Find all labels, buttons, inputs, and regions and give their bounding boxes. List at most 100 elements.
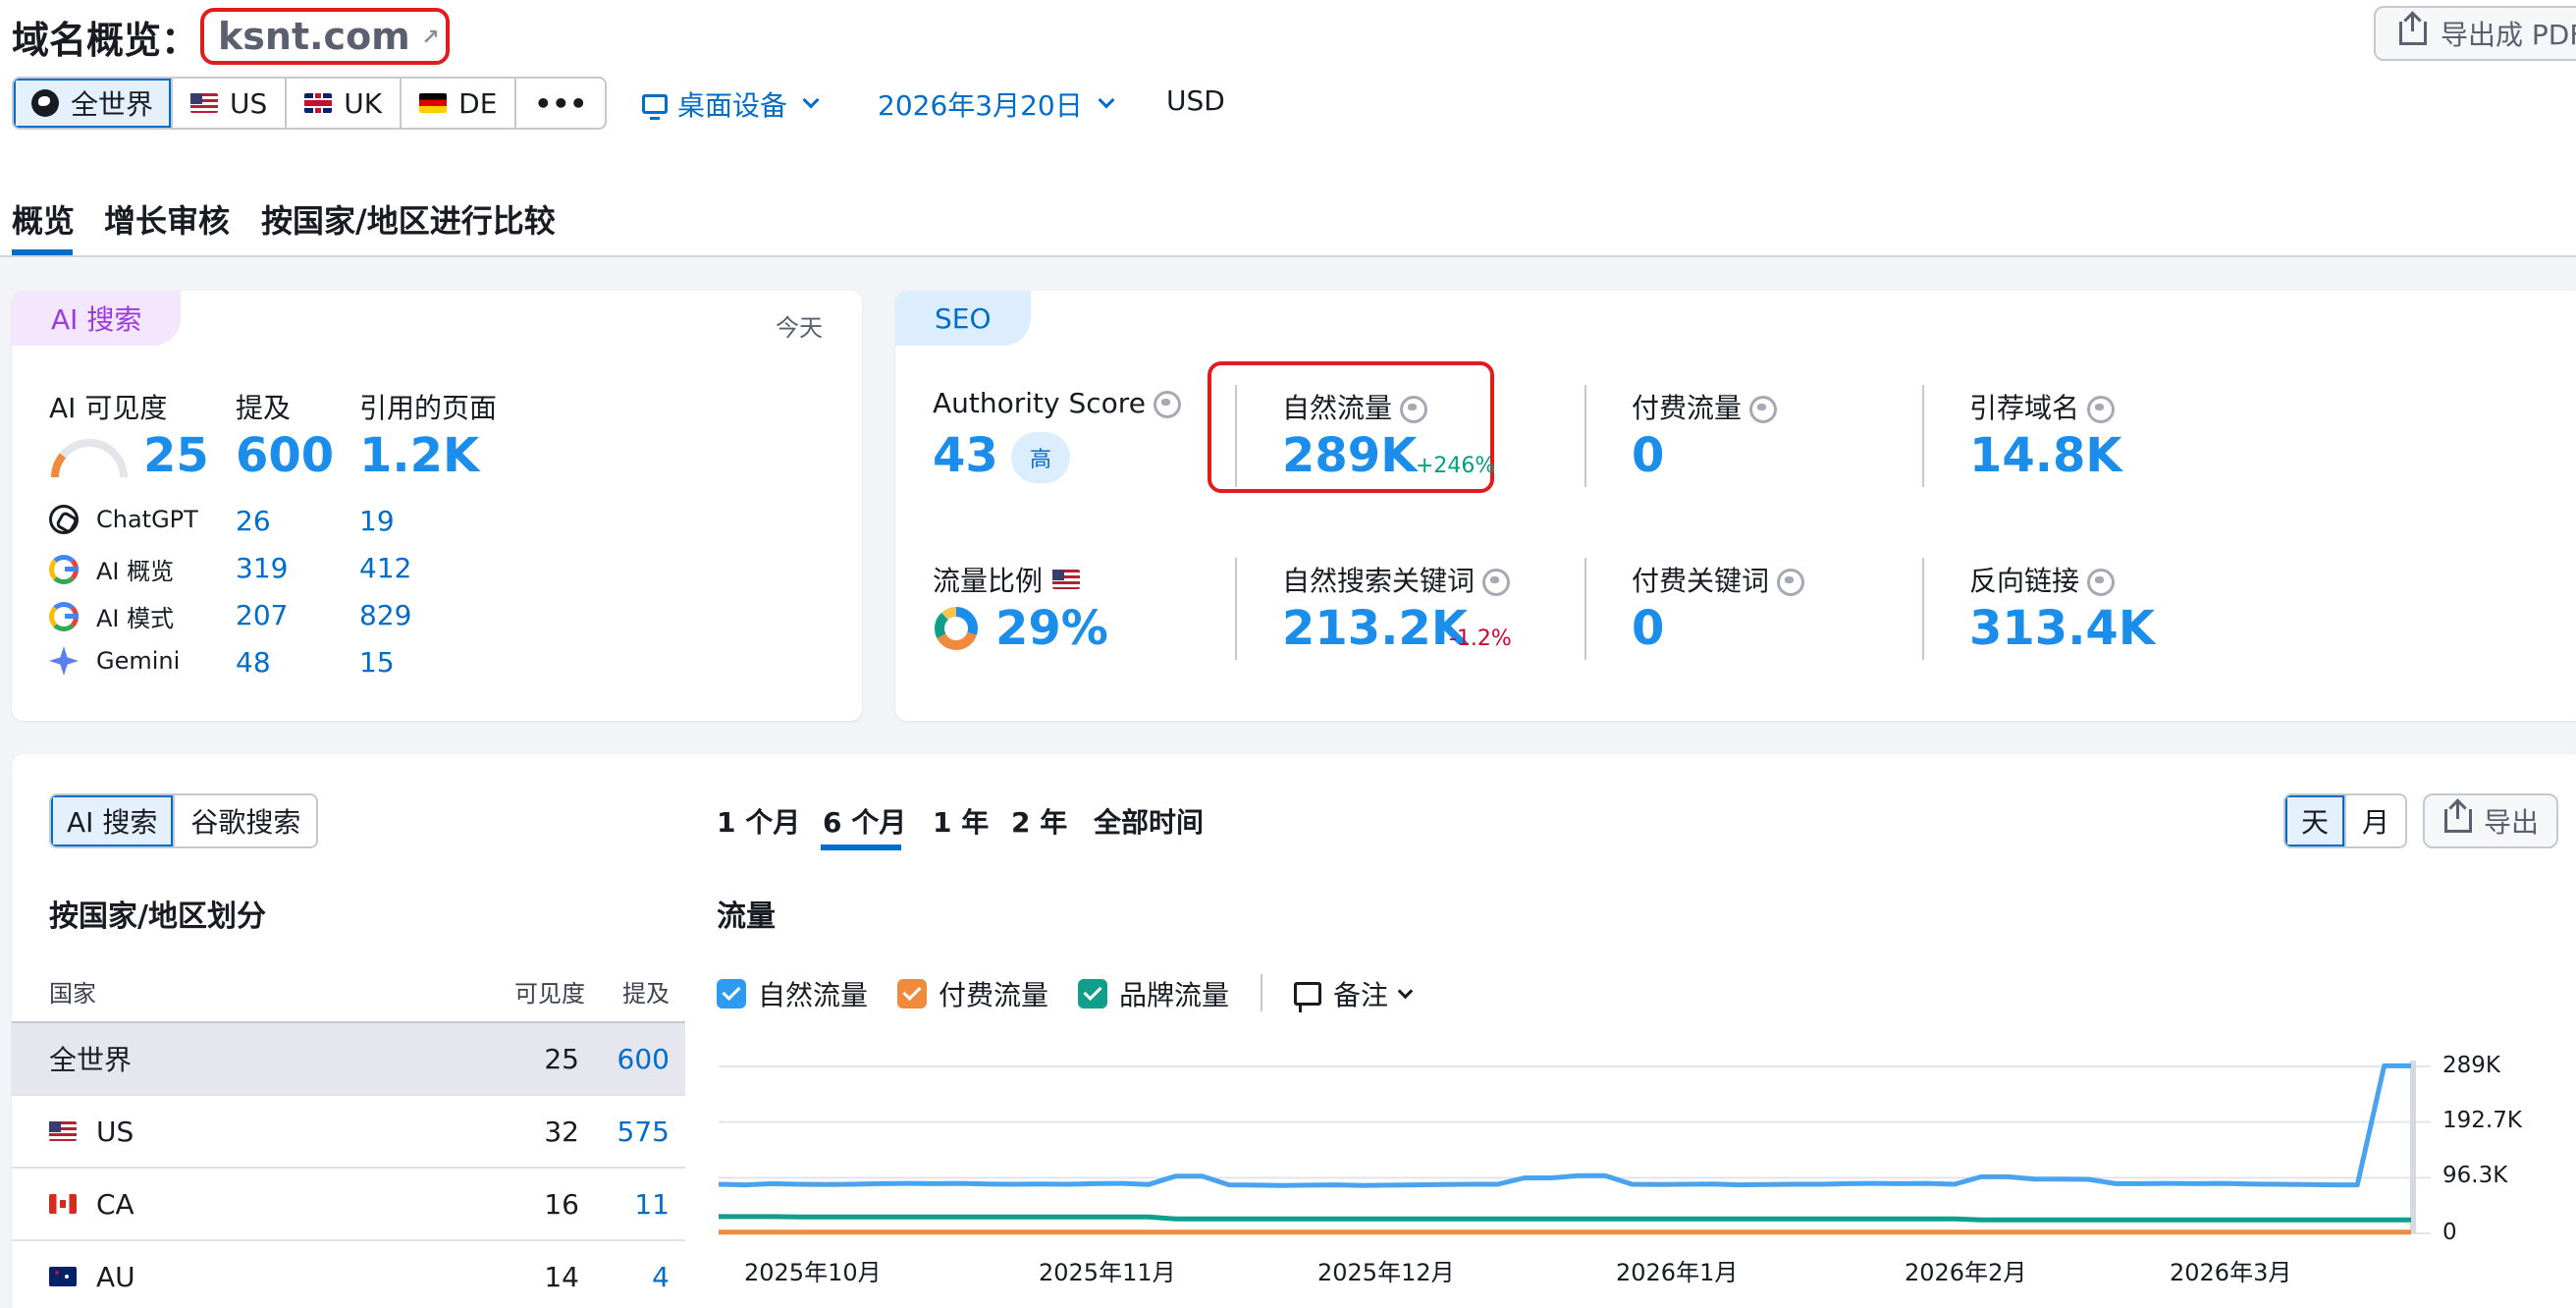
- legend-organic[interactable]: 自然流量: [717, 974, 868, 1013]
- date-dropdown[interactable]: 2026年3月20日: [878, 84, 1115, 124]
- period-6-months[interactable]: 6 个月: [823, 806, 907, 839]
- chatgpt-mentions[interactable]: 26: [236, 505, 271, 537]
- authority-score-value: 43: [933, 428, 998, 483]
- organic-traffic-value[interactable]: 289K: [1282, 428, 1418, 483]
- series-line-branded[interactable]: [719, 1214, 2411, 1223]
- organic-traffic-label: 自然流量: [1282, 387, 1428, 426]
- legend-label: 自然流量: [758, 979, 869, 1011]
- referring-domains-label: 引荐域名: [1969, 387, 2116, 426]
- ai-mode-mentions[interactable]: 207: [236, 599, 289, 631]
- x-tick-label: 2026年3月: [2170, 1259, 2292, 1286]
- ai-visibility-value: 25: [143, 428, 209, 483]
- country-name: CA: [96, 1187, 134, 1221]
- region-us[interactable]: US: [173, 79, 288, 128]
- export-pdf-button[interactable]: 导出成 PDF: [2374, 6, 2576, 61]
- region-more-button[interactable]: •••: [516, 79, 605, 128]
- country-mentions[interactable]: 575: [617, 1115, 670, 1148]
- checkbox-checked-icon[interactable]: [897, 979, 927, 1008]
- currency-label: USD: [1166, 84, 1225, 117]
- x-tick-label: 2025年12月: [1317, 1259, 1455, 1286]
- label-text: 付费流量: [1632, 392, 1743, 424]
- referring-domains-value[interactable]: 14.8K: [1969, 428, 2122, 483]
- country-name: AU: [96, 1260, 135, 1293]
- globe-info-icon[interactable]: [1482, 569, 1511, 596]
- paid-keywords-value[interactable]: 0: [1632, 601, 1665, 656]
- chatgpt-cited[interactable]: 19: [359, 505, 395, 537]
- device-dropdown[interactable]: 桌面设备: [642, 84, 820, 124]
- gemini-cited[interactable]: 15: [359, 646, 395, 679]
- gemini-mentions[interactable]: 48: [236, 646, 271, 679]
- upload-icon: [2399, 14, 2427, 45]
- notes-dropdown[interactable]: 备注: [1294, 974, 1414, 1013]
- paid-traffic-value[interactable]: 0: [1632, 428, 1665, 483]
- google-icon: [49, 601, 79, 631]
- x-tick-label: 2025年11月: [1039, 1259, 1176, 1286]
- highlight-box: [1208, 361, 1494, 493]
- source-ai-search[interactable]: AI 搜索: [51, 795, 176, 846]
- tab-growth-audit[interactable]: 增长审核: [104, 202, 231, 240]
- backlinks-value[interactable]: 313.4K: [1969, 601, 2156, 656]
- uk-flag-icon: [304, 93, 333, 113]
- globe-icon: [31, 89, 59, 117]
- region-label: US: [230, 86, 268, 120]
- organic-traffic-change: +246%: [1416, 454, 1496, 478]
- export-button[interactable]: 导出: [2423, 793, 2558, 848]
- external-link-icon[interactable]: ↗: [421, 26, 440, 50]
- table-row[interactable]: CA 16 11: [12, 1167, 685, 1239]
- cited-pages-value[interactable]: 1.2K: [359, 428, 480, 483]
- checkbox-checked-icon[interactable]: [1078, 979, 1107, 1008]
- seo-badge: SEO: [895, 291, 1031, 346]
- mentions-value[interactable]: 600: [236, 428, 335, 483]
- region-worldwide[interactable]: 全世界: [14, 79, 174, 128]
- table-row[interactable]: 全世界 25 600: [12, 1021, 685, 1094]
- label-text: 流量比例: [933, 565, 1044, 597]
- region-label: DE: [458, 86, 498, 120]
- granularity-day[interactable]: 天: [2285, 795, 2347, 846]
- page-title: 域名概览：: [12, 19, 199, 62]
- globe-info-icon[interactable]: [1400, 396, 1428, 423]
- organic-keywords-value[interactable]: 213.2K: [1282, 601, 1469, 656]
- country-mentions[interactable]: 600: [617, 1042, 670, 1075]
- region-de[interactable]: DE: [402, 79, 517, 128]
- series-line-organic[interactable]: [718, 1063, 2411, 1188]
- period-all-time[interactable]: 全部时间: [1094, 806, 1205, 839]
- ai-row-ai-mode: AI 模式: [49, 599, 174, 633]
- period-2-years[interactable]: 2 年: [1011, 806, 1068, 839]
- source-google-search[interactable]: 谷歌搜索: [190, 806, 301, 839]
- today-label: 今天: [776, 314, 823, 342]
- legend-paid[interactable]: 付费流量: [897, 974, 1048, 1013]
- ai-mode-cited[interactable]: 829: [359, 599, 412, 631]
- y-tick-label: 96.3K: [2442, 1163, 2508, 1188]
- period-1-year[interactable]: 1 年: [933, 806, 990, 839]
- granularity-month[interactable]: 月: [2362, 806, 2390, 839]
- globe-info-icon[interactable]: [2087, 396, 2116, 423]
- backlinks-label: 反向链接: [1969, 560, 2116, 599]
- country-mentions[interactable]: 11: [634, 1187, 670, 1221]
- country-mentions[interactable]: 4: [652, 1260, 670, 1293]
- checkbox-checked-icon[interactable]: [717, 979, 746, 1008]
- mentions-label: 提及: [236, 392, 292, 424]
- globe-info-icon[interactable]: [1749, 396, 1778, 423]
- table-row[interactable]: AU 14 4: [12, 1239, 685, 1308]
- country-name: 全世界: [49, 1044, 133, 1076]
- col-mentions[interactable]: 提及: [622, 980, 670, 1008]
- period-1-month[interactable]: 1 个月: [717, 806, 801, 839]
- globe-info-icon[interactable]: [1153, 391, 1181, 418]
- ai-row-ai-overview: AI 概览: [49, 552, 174, 586]
- tab-overview[interactable]: 概览: [12, 202, 76, 240]
- globe-info-icon[interactable]: [2087, 569, 2116, 596]
- domain-link[interactable]: ksnt.com ↗: [200, 8, 450, 65]
- y-tick-label: 0: [2442, 1220, 2457, 1245]
- region-uk[interactable]: UK: [287, 79, 402, 128]
- legend-branded[interactable]: 品牌流量: [1078, 974, 1229, 1013]
- tab-compare-countries[interactable]: 按国家/地区进行比较: [261, 202, 556, 240]
- col-visibility[interactable]: 可见度: [514, 980, 585, 1008]
- table-row[interactable]: US 32 575: [12, 1094, 685, 1167]
- globe-info-icon[interactable]: [1777, 569, 1805, 596]
- ai-overview-mentions[interactable]: 319: [236, 552, 289, 584]
- period-active-indicator: [821, 845, 901, 850]
- ai-overview-cited[interactable]: 412: [359, 552, 412, 584]
- label-text: 付费关键词: [1632, 565, 1770, 597]
- organic-keywords-change: -1.2%: [1449, 627, 1512, 651]
